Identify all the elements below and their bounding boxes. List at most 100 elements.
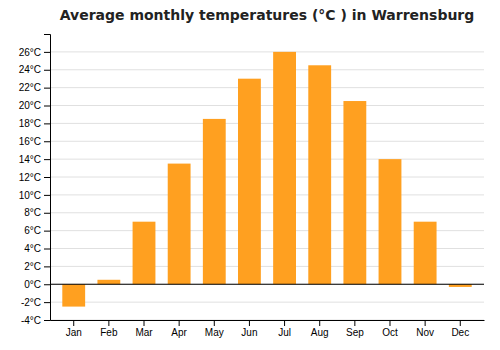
y-tick: 24°C xyxy=(19,64,50,75)
y-tick-mark xyxy=(44,266,50,267)
y-tick-mark xyxy=(44,52,50,53)
plot: -4°C -2°C 0°C 2°C 4°C 6°C 8°C 10°C 12°C 14°C 16°C 1… xyxy=(19,35,485,339)
y-tick-mark xyxy=(44,88,50,89)
y-tick-mark xyxy=(44,231,50,232)
grid-line xyxy=(50,302,484,303)
x-tick-mark xyxy=(179,320,180,326)
x-tick-label: Sep xyxy=(346,327,364,338)
bar xyxy=(238,79,261,285)
y-axis: -4°C -2°C 0°C 2°C 4°C 6°C 8°C 10°C 12°C 14°C 16°C 1… xyxy=(19,35,51,326)
y-tick: 8°C xyxy=(24,207,50,218)
x-tick: Aug xyxy=(311,320,329,338)
y-tick-label: 8°C xyxy=(24,207,41,218)
x-tick-label: Nov xyxy=(416,327,434,338)
y-tick-label: -2°C xyxy=(21,297,41,308)
grid-line xyxy=(50,159,484,160)
y-tick-mark xyxy=(44,123,50,124)
y-tick: 16°C xyxy=(19,136,50,147)
x-tick-mark xyxy=(214,320,215,326)
x-tick-mark xyxy=(354,320,355,326)
y-tick: 4°C xyxy=(24,243,50,254)
x-tick: Jun xyxy=(241,320,257,338)
y-tick-mark xyxy=(44,195,50,196)
y-tick: 14°C xyxy=(19,154,50,165)
x-tick-mark xyxy=(425,320,426,326)
x-tick-label: Oct xyxy=(382,327,398,338)
bar xyxy=(203,119,226,284)
zero-line xyxy=(50,284,484,285)
bar xyxy=(308,65,331,284)
y-tick-mark xyxy=(44,320,50,321)
y-tick: 20°C xyxy=(19,100,50,111)
y-tick-label: 14°C xyxy=(19,154,41,165)
y-tick-mark xyxy=(44,249,50,250)
chart-svg: -4°C -2°C 0°C 2°C 4°C 6°C 8°C 10°C 12°C 14°C 16°C 1… xyxy=(0,0,500,350)
y-tick-label: 6°C xyxy=(24,225,41,236)
grid-line xyxy=(50,194,484,195)
y-tick: 0°C xyxy=(24,279,50,290)
grid-line xyxy=(50,105,484,106)
bar xyxy=(133,222,156,285)
x-tick-mark xyxy=(284,320,285,326)
x-tick-label: Apr xyxy=(171,327,187,338)
y-tick-label: 2°C xyxy=(24,261,41,272)
x-tick-label: Aug xyxy=(311,327,329,338)
x-axis-line xyxy=(51,320,485,321)
x-tick: May xyxy=(205,320,224,338)
bar xyxy=(62,284,85,306)
y-tick-mark xyxy=(44,177,50,178)
x-tick-label: Jun xyxy=(241,327,257,338)
grid-line xyxy=(50,212,484,213)
x-tick: Apr xyxy=(171,320,187,338)
grid-line xyxy=(50,123,484,124)
y-tick-mark xyxy=(44,213,50,214)
y-tick: 2°C xyxy=(24,261,50,272)
x-tick: Mar xyxy=(135,320,153,338)
x-tick: Dec xyxy=(451,320,469,338)
grid-line xyxy=(50,69,484,70)
grid-line xyxy=(50,284,484,285)
x-tick: Jul xyxy=(278,320,291,338)
y-tick-label: 22°C xyxy=(19,82,41,93)
bar xyxy=(273,52,296,284)
y-tick-mark xyxy=(44,284,50,285)
y-tick-mark xyxy=(44,159,50,160)
x-tick-label: Jan xyxy=(66,327,82,338)
x-tick: Sep xyxy=(346,320,364,338)
bar xyxy=(414,222,437,285)
y-tick-mark xyxy=(44,141,50,142)
grid-line xyxy=(50,320,484,321)
x-tick: Jan xyxy=(66,320,82,338)
x-tick: Nov xyxy=(416,320,434,338)
x-tick: Feb xyxy=(100,320,118,338)
title: Average monthly temperatures (°C ) in Wa… xyxy=(60,7,475,23)
x-tick-mark xyxy=(319,320,320,326)
y-tick: -2°C xyxy=(21,297,50,308)
chart-container: -4°C -2°C 0°C 2°C 4°C 6°C 8°C 10°C 12°C 14°C 16°C 1… xyxy=(0,0,500,350)
x-axis: Jan Feb Mar Apr May Jun Jul Aug Sep Oct Nov Dec xyxy=(51,320,485,338)
x-tick-label: Feb xyxy=(100,327,118,338)
y-tick: 18°C xyxy=(19,118,50,129)
y-tick-label: 18°C xyxy=(19,118,41,129)
x-tick-label: Mar xyxy=(135,327,153,338)
x-tick-mark xyxy=(144,320,145,326)
bar xyxy=(343,101,366,284)
y-tick: -4°C xyxy=(21,315,50,326)
y-tick-label: 26°C xyxy=(19,47,41,58)
y-tick-label: 16°C xyxy=(19,136,41,147)
grid-line xyxy=(50,141,484,142)
y-tick: 12°C xyxy=(19,172,50,183)
x-tick-mark xyxy=(389,320,390,326)
y-tick-mark xyxy=(44,106,50,107)
x-tick-mark xyxy=(73,320,74,326)
y-tick: 26°C xyxy=(19,47,50,58)
y-tick-mark xyxy=(44,302,50,303)
y-axis-line xyxy=(44,35,51,321)
x-tick-mark xyxy=(108,320,109,326)
y-tick-label: 12°C xyxy=(19,172,41,183)
y-tick-label: 10°C xyxy=(19,190,41,201)
y-tick: 6°C xyxy=(24,225,50,236)
x-tick-label: Dec xyxy=(451,327,469,338)
x-tick-mark xyxy=(460,320,461,326)
y-tick-mark xyxy=(44,70,50,71)
